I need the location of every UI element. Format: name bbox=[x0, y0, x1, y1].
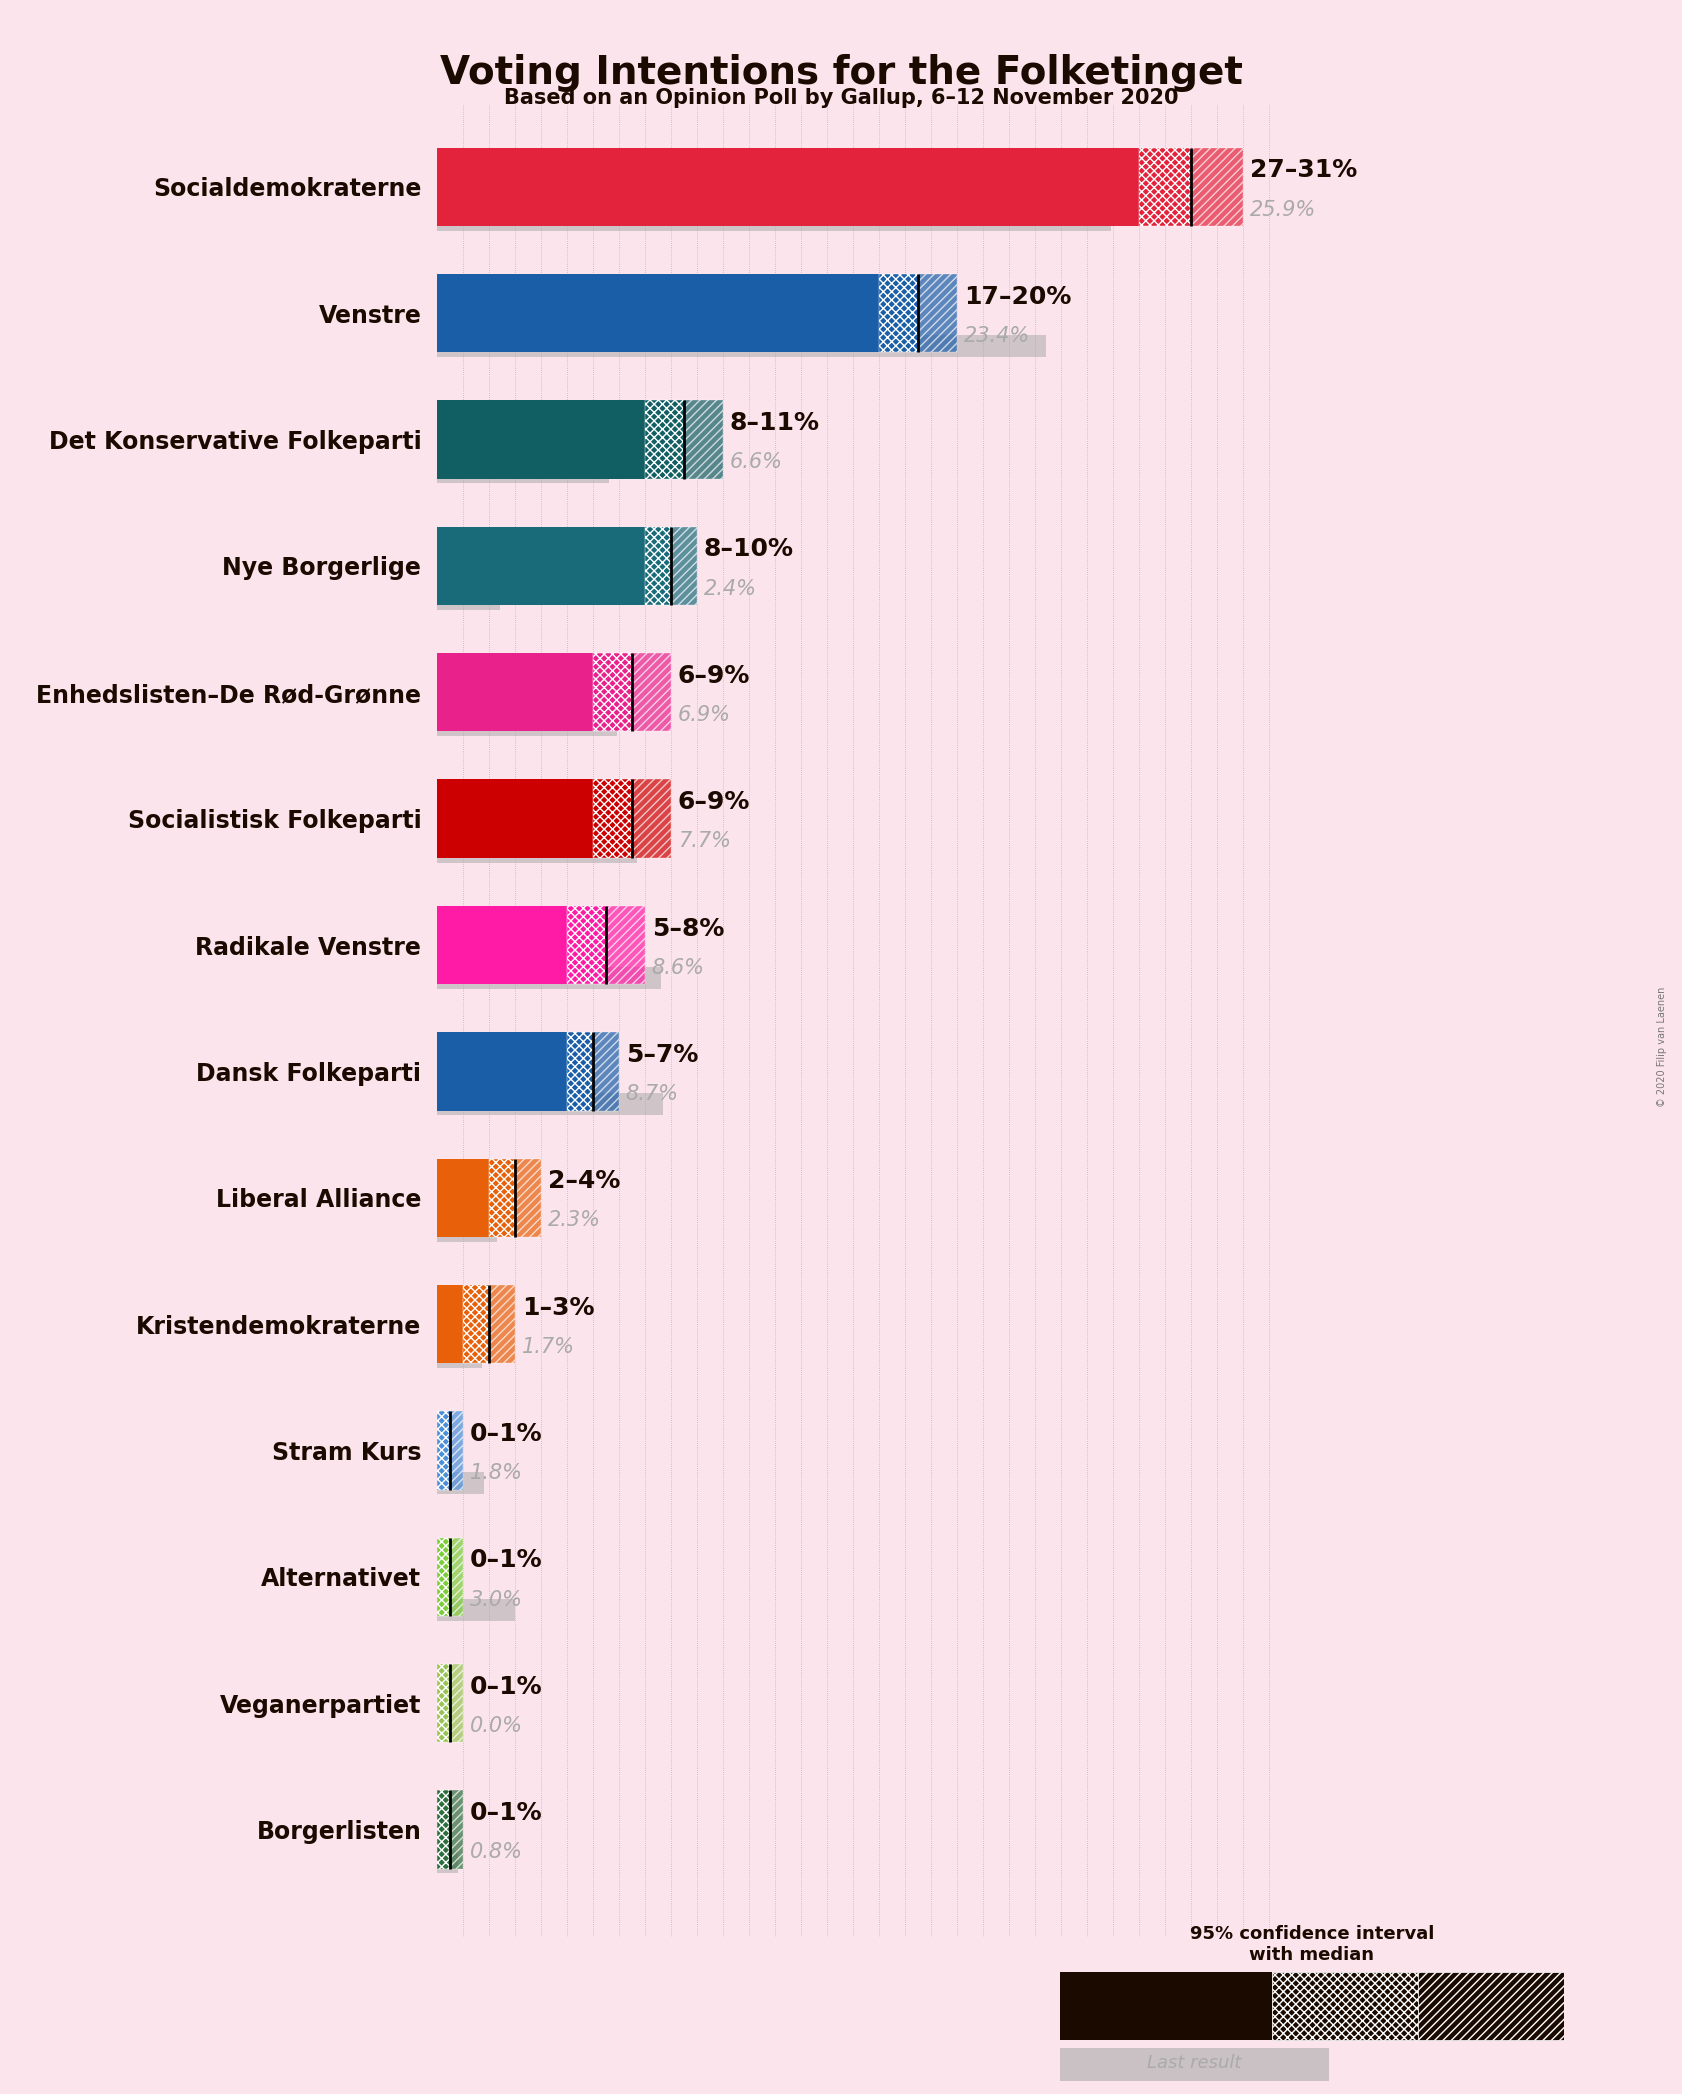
Text: 0.0%: 0.0% bbox=[469, 1715, 523, 1736]
Bar bbox=[437, 1790, 451, 1868]
Bar bbox=[515, 1158, 542, 1238]
Text: 1–3%: 1–3% bbox=[521, 1296, 594, 1319]
Bar bbox=[437, 588, 500, 609]
Text: 6–9%: 6–9% bbox=[678, 789, 750, 815]
Text: 2–4%: 2–4% bbox=[548, 1168, 621, 1194]
Bar bbox=[437, 1665, 451, 1742]
Bar bbox=[489, 1158, 515, 1238]
Text: 2.3%: 2.3% bbox=[548, 1210, 600, 1231]
Bar bbox=[632, 653, 671, 731]
Bar bbox=[437, 1219, 498, 1242]
Bar bbox=[451, 1537, 463, 1617]
Text: 0–1%: 0–1% bbox=[469, 1547, 542, 1573]
Text: 25.9%: 25.9% bbox=[1250, 199, 1315, 220]
Bar bbox=[437, 714, 617, 737]
Bar bbox=[671, 528, 698, 605]
Text: 0–1%: 0–1% bbox=[469, 1422, 542, 1447]
Bar bbox=[1060, 1973, 1272, 2040]
Bar bbox=[632, 779, 671, 859]
Bar bbox=[437, 1032, 567, 1110]
Bar bbox=[451, 1790, 463, 1868]
Bar bbox=[1191, 149, 1243, 226]
Text: © 2020 Filip van Laenen: © 2020 Filip van Laenen bbox=[1657, 986, 1667, 1108]
Bar bbox=[437, 400, 646, 480]
Bar bbox=[567, 907, 606, 984]
Bar bbox=[918, 274, 957, 352]
Text: 5–7%: 5–7% bbox=[626, 1043, 698, 1068]
Text: 17–20%: 17–20% bbox=[964, 285, 1071, 308]
Bar bbox=[646, 528, 671, 605]
Text: Last result: Last result bbox=[1147, 2054, 1241, 2073]
Bar bbox=[437, 1537, 451, 1617]
Text: 0.8%: 0.8% bbox=[469, 1843, 523, 1862]
Bar bbox=[567, 1032, 594, 1110]
Text: 8–11%: 8–11% bbox=[730, 410, 819, 436]
Text: 1.7%: 1.7% bbox=[521, 1336, 575, 1357]
Bar bbox=[437, 528, 646, 605]
Text: 0–1%: 0–1% bbox=[469, 1801, 542, 1826]
Bar bbox=[437, 461, 609, 484]
Bar bbox=[437, 907, 567, 984]
Text: 5–8%: 5–8% bbox=[653, 917, 725, 940]
Bar bbox=[437, 274, 880, 352]
Text: 23.4%: 23.4% bbox=[964, 327, 1029, 346]
Bar bbox=[1272, 1973, 1418, 2040]
Bar bbox=[437, 149, 1139, 226]
Bar bbox=[437, 1598, 515, 1621]
Bar bbox=[594, 779, 632, 859]
Bar bbox=[1418, 1973, 1564, 2040]
Bar bbox=[437, 1851, 458, 1874]
Bar bbox=[437, 1346, 481, 1367]
Bar bbox=[437, 1158, 489, 1238]
Text: 6.9%: 6.9% bbox=[678, 706, 730, 725]
Bar bbox=[606, 907, 646, 984]
Text: 8.7%: 8.7% bbox=[626, 1085, 680, 1104]
Text: 6–9%: 6–9% bbox=[678, 664, 750, 687]
Bar bbox=[489, 1286, 515, 1363]
Text: 95% confidence interval
with median: 95% confidence interval with median bbox=[1189, 1924, 1435, 1964]
Bar bbox=[437, 209, 1110, 230]
Bar bbox=[646, 400, 685, 480]
Bar bbox=[463, 1286, 489, 1363]
Bar bbox=[594, 653, 632, 731]
Bar bbox=[437, 967, 661, 988]
Bar bbox=[594, 1032, 619, 1110]
Text: 3.0%: 3.0% bbox=[469, 1589, 523, 1610]
Bar bbox=[437, 653, 594, 731]
Bar bbox=[437, 840, 637, 863]
Bar bbox=[451, 1665, 463, 1742]
Bar bbox=[437, 1093, 663, 1116]
Text: 8–10%: 8–10% bbox=[703, 538, 794, 561]
Text: 8.6%: 8.6% bbox=[653, 957, 705, 978]
Bar bbox=[437, 1411, 451, 1489]
Bar bbox=[437, 335, 1046, 358]
Text: 7.7%: 7.7% bbox=[678, 831, 730, 852]
Text: 27–31%: 27–31% bbox=[1250, 159, 1357, 182]
Bar bbox=[685, 400, 723, 480]
Bar bbox=[1139, 149, 1191, 226]
Text: 2.4%: 2.4% bbox=[703, 578, 757, 599]
Text: 1.8%: 1.8% bbox=[469, 1464, 523, 1483]
Bar bbox=[451, 1411, 463, 1489]
Text: 6.6%: 6.6% bbox=[730, 452, 782, 473]
Bar bbox=[880, 274, 918, 352]
Bar bbox=[437, 1472, 484, 1495]
Text: Voting Intentions for the Folketinget: Voting Intentions for the Folketinget bbox=[439, 54, 1243, 92]
Text: Based on an Opinion Poll by Gallup, 6–12 November 2020: Based on an Opinion Poll by Gallup, 6–12… bbox=[503, 88, 1179, 109]
Text: 0–1%: 0–1% bbox=[469, 1675, 542, 1698]
Bar bbox=[437, 779, 594, 859]
Bar bbox=[437, 1286, 463, 1363]
